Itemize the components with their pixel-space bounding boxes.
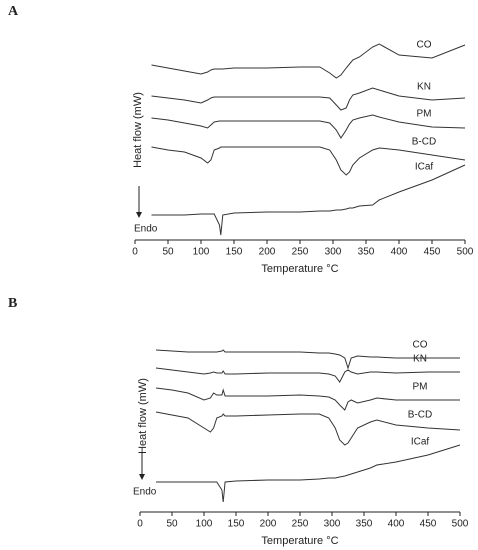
series-label: ICaf bbox=[411, 437, 430, 448]
x-axis-label: Temperature °C bbox=[261, 535, 338, 547]
thermogram-line bbox=[151, 114, 466, 139]
thermogram-line bbox=[156, 444, 461, 503]
x-tick-label: 0 bbox=[137, 519, 143, 530]
series-label: KN bbox=[417, 82, 431, 93]
x-tick-label: 450 bbox=[424, 247, 441, 258]
x-tick-label: 200 bbox=[259, 247, 276, 258]
x-tick-label: 400 bbox=[391, 247, 408, 258]
series-label: B-CD bbox=[408, 410, 432, 421]
x-tick-label: 150 bbox=[228, 519, 245, 530]
thermogram-line bbox=[151, 146, 466, 176]
x-tick-label: 200 bbox=[260, 519, 277, 530]
x-tick-label: 250 bbox=[292, 247, 309, 258]
series-label: CO bbox=[417, 40, 432, 51]
x-tick-label: 450 bbox=[420, 519, 437, 530]
x-tick-label: 0 bbox=[132, 247, 138, 258]
series-label: CO bbox=[413, 340, 428, 351]
series-label: PM bbox=[413, 382, 428, 393]
series-label: ICaf bbox=[415, 162, 434, 173]
x-tick-label: 50 bbox=[162, 247, 174, 258]
x-tick-label: 350 bbox=[356, 519, 373, 530]
panel-label: A bbox=[8, 4, 19, 19]
annotation: Endo bbox=[134, 224, 158, 235]
thermogram-line bbox=[151, 164, 466, 236]
series-label: PM bbox=[417, 109, 432, 120]
x-axis-label: Temperature °C bbox=[261, 263, 338, 275]
thermogram-line bbox=[151, 43, 466, 79]
x-tick-label: 100 bbox=[193, 247, 210, 258]
endo-arrowhead bbox=[136, 212, 142, 218]
x-tick-label: 50 bbox=[166, 519, 178, 530]
panel-label: B bbox=[8, 296, 17, 311]
x-tick-label: 250 bbox=[292, 519, 309, 530]
thermogram-line bbox=[155, 349, 460, 370]
x-tick-label: 300 bbox=[324, 519, 341, 530]
thermogram-line bbox=[155, 367, 460, 383]
thermogram-line bbox=[155, 411, 461, 446]
x-tick-label: 400 bbox=[388, 519, 405, 530]
x-tick-label: 500 bbox=[452, 519, 469, 530]
x-tick-label: 350 bbox=[358, 247, 375, 258]
x-tick-label: 100 bbox=[196, 519, 213, 530]
endo-arrowhead bbox=[139, 474, 145, 480]
thermogram-line bbox=[151, 87, 466, 111]
thermogram-line bbox=[155, 387, 460, 411]
y-axis-label: Heat flow (mW) bbox=[137, 378, 149, 454]
annotation: Endo bbox=[133, 487, 157, 498]
x-tick-label: 300 bbox=[325, 247, 342, 258]
series-label: B-CD bbox=[412, 137, 436, 148]
x-tick-label: 500 bbox=[457, 247, 474, 258]
series-label: KN bbox=[413, 354, 427, 365]
x-tick-label: 150 bbox=[226, 247, 243, 258]
y-axis-label: Heat flow (mW) bbox=[132, 92, 144, 168]
